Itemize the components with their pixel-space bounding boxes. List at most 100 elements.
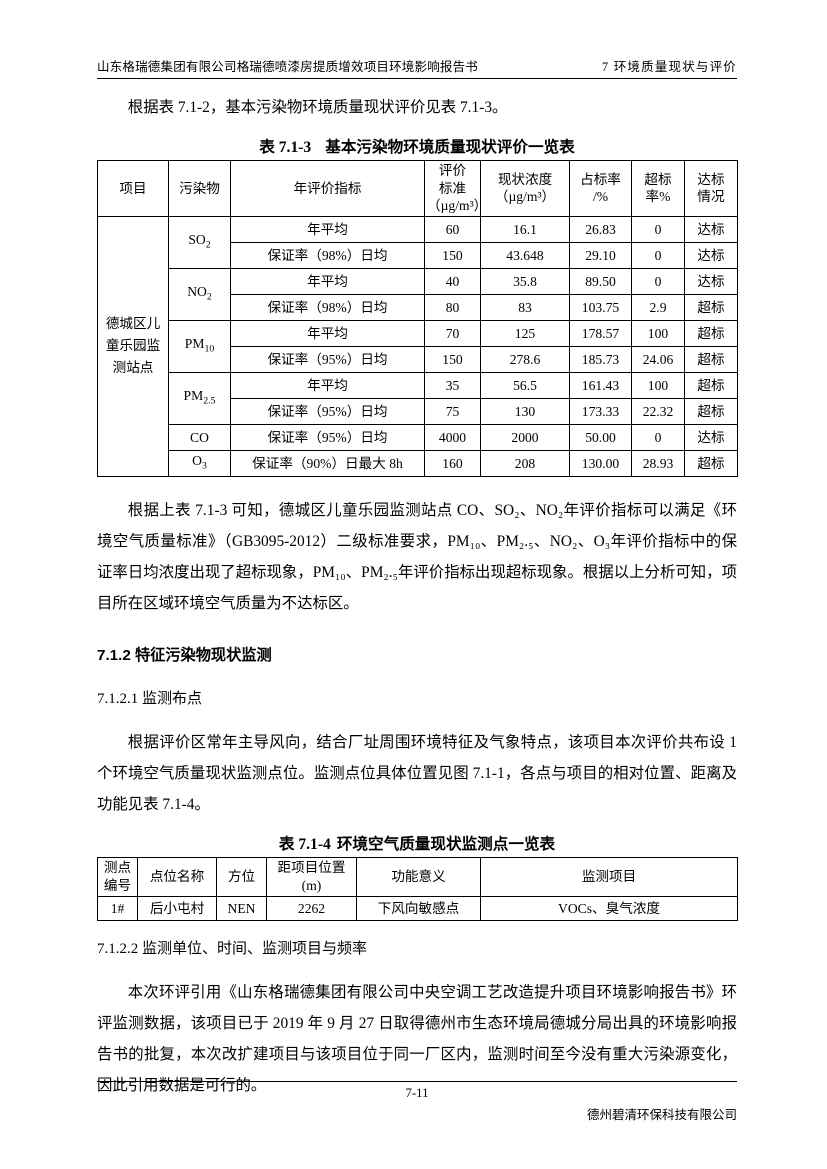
table-row: PM10 年平均 70 125 178.57 100 超标 <box>98 319 738 373</box>
table-713-caption-title: 基本污染物环境质量现状评价一览表 <box>325 139 575 156</box>
cell-exceed: 0 <box>631 267 685 295</box>
cell-exceed: 2.9 <box>631 293 685 321</box>
cell-annual-index: 保证率（95%）日均 <box>230 397 425 425</box>
th-status-l1: 达标 <box>697 171 725 187</box>
table-row: 保证率（98%）日均 150 43.648 29.10 0 达标 <box>98 241 738 269</box>
subsection-heading-7122: 7.1.2.2 监测单位、时间、监测项目与频率 <box>97 940 368 957</box>
cell-status: 达标 <box>684 215 738 243</box>
cell-ratio: 89.50 <box>569 267 632 295</box>
footer-organization: 德州碧清环保科技有限公司 <box>586 1108 737 1122</box>
table-714-caption-number: 表 7.1-4 <box>278 835 331 853</box>
cell-function: 下风向敏感点 <box>356 895 481 921</box>
cell-status: 超标 <box>684 449 738 477</box>
table-714: 测点 编号 点位名称 方位 距项目位置 (m) 功能意义 监测项目 1# 后小屯村… <box>97 856 738 921</box>
cell-concentration: 125 <box>480 319 570 347</box>
cell-status: 达标 <box>684 423 738 451</box>
cell-distance: 2262 <box>266 895 357 921</box>
cell-exceed: 28.93 <box>631 449 685 477</box>
subsection-heading-7121: 7.1.2.1 监测布点 <box>97 690 203 707</box>
cell-annual-index: 年平均 <box>230 267 425 295</box>
cell-status: 超标 <box>684 319 738 347</box>
th-concentration-l1: 现状浓度 <box>497 171 553 187</box>
th-point-no: 测点 编号 <box>97 856 138 897</box>
cell-items: VOCs、臭气浓度 <box>480 895 738 921</box>
th-ratio: 占标率 /% <box>569 160 632 217</box>
layout-paragraph: 根据评价区常年主导风向，结合厂址周围环境特征及气象特点，该项目本次评价共布设 1… <box>97 733 737 813</box>
table-713-caption-number: 表 7.1-3 <box>259 139 312 156</box>
header-chapter-title: 7 环境质量现状与评价 <box>601 60 737 74</box>
cell-point-no: 1# <box>97 895 138 921</box>
cell-annual-index: 保证率（95%）日均 <box>230 423 425 451</box>
table-row: NO2 年平均 40 35.8 89.50 0 达标 <box>98 267 738 321</box>
cell-standard: 75 <box>424 397 481 425</box>
cell-standard: 35 <box>424 371 481 399</box>
cell-status: 达标 <box>684 267 738 295</box>
header-document-title: 山东格瑞德集团有限公司格瑞德喷漆房提质增效项目环境影响报告书 <box>97 60 479 74</box>
table-row: 1# 后小屯村 NEN 2262 下风向敏感点 VOCs、臭气浓度 <box>97 895 738 921</box>
cell-concentration: 56.5 <box>480 371 570 399</box>
cell-ratio: 130.00 <box>569 449 632 477</box>
cell-standard: 150 <box>424 241 481 269</box>
th-concentration: 现状浓度 （µg/m³） <box>480 160 570 217</box>
cell-ratio: 173.33 <box>569 397 632 425</box>
cell-exceed: 22.32 <box>631 397 685 425</box>
th-concentration-l2: （µg/m³） <box>494 189 556 205</box>
cell-concentration: 130 <box>480 397 570 425</box>
th-items: 监测项目 <box>480 856 738 897</box>
table-714-caption: 表 7.1-4 环境空气质量现状监测点一览表 <box>97 833 737 857</box>
cell-annual-index: 保证率（98%）日均 <box>230 293 425 321</box>
cell-standard: 4000 <box>424 423 481 451</box>
cell-annual-index: 保证率（98%）日均 <box>230 241 425 269</box>
cell-status: 达标 <box>684 241 738 269</box>
cell-standard: 150 <box>424 345 481 373</box>
cell-status: 超标 <box>684 293 738 321</box>
table-714-caption-title: 环境空气质量现状监测点一览表 <box>336 835 556 853</box>
th-exceed-l2: 率% <box>645 189 671 205</box>
cell-status: 超标 <box>684 345 738 373</box>
th-direction: 方位 <box>216 856 267 897</box>
table-714-header-row: 测点 编号 点位名称 方位 距项目位置 (m) 功能意义 监测项目 <box>97 856 738 897</box>
cell-exceed: 0 <box>631 241 685 269</box>
cell-standard: 80 <box>424 293 481 321</box>
cell-exceed: 100 <box>631 319 685 347</box>
cell-concentration: 278.6 <box>480 345 570 373</box>
cell-ratio: 50.00 <box>569 423 632 451</box>
th-distance-l1: 距项目位置 <box>277 859 346 875</box>
cell-status: 超标 <box>684 397 738 425</box>
th-standard-l1: 评价 <box>438 163 467 178</box>
th-distance: 距项目位置 (m) <box>266 856 357 897</box>
cell-annual-index: 年平均 <box>230 215 425 243</box>
footer-page-number: 7-11 <box>405 1086 429 1100</box>
th-point-name: 点位名称 <box>137 856 217 897</box>
cell-standard: 70 <box>424 319 481 347</box>
cell-item: 德城区儿童乐园监测站点 <box>97 215 169 477</box>
cell-concentration: 83 <box>480 293 570 321</box>
cell-annual-index: 保证率（90%）日最大 8h <box>230 449 425 477</box>
th-ratio-l1: 占标率 <box>580 171 621 187</box>
th-item: 项目 <box>97 160 169 217</box>
cell-point-name: 后小屯村 <box>137 895 217 921</box>
cell-exceed: 100 <box>631 371 685 399</box>
th-standard-l3: （µg/m³） <box>427 198 488 213</box>
th-function: 功能意义 <box>356 856 481 897</box>
cell-pollutant: NO2 <box>168 267 231 321</box>
table-row: PM2.5 年平均 35 56.5 161.43 100 超标 <box>98 371 738 425</box>
citation-paragraph: 本次环评引用《山东格瑞德集团有限公司中央空调工艺改造提升项目环境影响报告书》环评… <box>97 983 737 1094</box>
th-point-no-l2: 编号 <box>103 877 132 893</box>
cell-exceed: 0 <box>631 423 685 451</box>
th-status-l2: 情况 <box>697 189 725 205</box>
cell-standard: 40 <box>424 267 481 295</box>
cell-annual-index: 保证率（95%）日均 <box>230 345 425 373</box>
table-713-header-row: 项目 污染物 年评价指标 评价 标准 （µg/m³） 现状浓度 （µg/m³） … <box>97 160 738 217</box>
section-heading-712: 7.1.2 特征污染物现状监测 <box>97 646 272 664</box>
cell-pollutant: PM10 <box>168 319 231 373</box>
th-pollutant: 污染物 <box>168 160 231 217</box>
th-exceed-l1: 超标 <box>644 171 672 187</box>
table-713: 项目 污染物 年评价指标 评价 标准 （µg/m³） 现状浓度 （µg/m³） … <box>97 160 738 477</box>
th-standard: 评价 标准 （µg/m³） <box>424 160 487 217</box>
footer-divider <box>97 1081 737 1082</box>
cell-exceed: 0 <box>631 215 685 243</box>
cell-concentration: 43.648 <box>480 241 570 269</box>
analysis-paragraph: 根据上表 7.1-3 可知，德城区儿童乐园监测站点 CO、SO₂、NO₂年评价指… <box>97 501 737 612</box>
th-distance-l2: (m) <box>301 877 322 893</box>
